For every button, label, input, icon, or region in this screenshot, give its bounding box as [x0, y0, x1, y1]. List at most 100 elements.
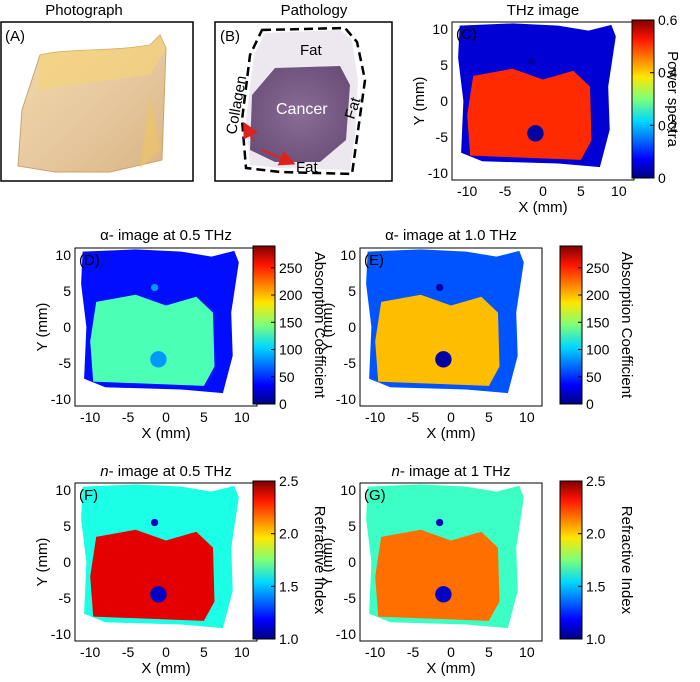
colorbar-tick-label: 1.5	[279, 578, 299, 594]
y-tick-label: 5	[348, 518, 356, 534]
panel-c: THz image (C) -10 -5 0 5 10 10 5 0 -5 -10 X (mm) Y (m…	[411, 2, 681, 216]
colorbar-tick-label: 2.0	[279, 526, 299, 542]
colorbar-tick-label: 0	[279, 396, 287, 412]
colorbar-tick-label: 2.5	[586, 473, 606, 489]
x-tick-label: -10	[365, 409, 385, 425]
colorbar-tick-label: 250	[586, 260, 610, 276]
x-tick-label: 0	[539, 183, 547, 199]
colorbar-tick-label: 0.6	[658, 12, 678, 28]
label-cancer: Cancer	[276, 101, 328, 118]
y-tick-label: -10	[336, 626, 356, 642]
y-tick-label: 0	[440, 93, 448, 109]
y-axis-label: Y (mm)	[319, 303, 336, 352]
y-tick-label: 10	[432, 21, 448, 37]
panel_f-letter: (F)	[79, 487, 98, 504]
y-tick-label: -10	[336, 391, 356, 407]
panel_e-title: α- image at 1.0 THz	[385, 227, 517, 244]
x-axis-label: X (mm)	[141, 660, 190, 677]
x-tick-label: -5	[499, 183, 512, 199]
colorbar-tick-label: 200	[279, 287, 303, 303]
colorbar	[559, 480, 583, 640]
x-tick-label: 10	[234, 644, 250, 660]
panel-b-title: Pathology	[281, 2, 348, 19]
panel-b: Pathology (B) Fat Cancer Fat Collagen Fa…	[214, 2, 393, 182]
x-axis-label: X (mm)	[518, 199, 567, 216]
colorbar-tick-label: 150	[586, 314, 610, 330]
heatmap-cancer-region	[90, 294, 215, 386]
y-axis-label: Y (mm)	[34, 538, 51, 587]
panel-a-letter: (A)	[5, 28, 25, 45]
heatmap-frame	[359, 482, 543, 642]
colorbar-tick-label: 1.5	[586, 578, 606, 594]
y-tick-label: 5	[63, 518, 71, 534]
panel_d-title: α- image at 0.5 THz	[100, 227, 232, 244]
x-tick-label: -5	[407, 644, 420, 660]
x-tick-label: -10	[80, 409, 100, 425]
x-axis-label: X (mm)	[426, 660, 475, 677]
panel_g-letter: (G)	[364, 487, 386, 504]
x-tick-label: 10	[519, 409, 535, 425]
y-tick-label: -10	[51, 391, 71, 407]
colorbar-tick-label: 2.5	[279, 473, 299, 489]
panel-e: α- image at 1.0 THz(E)-10 -5 0 5 101050-5-10…	[319, 227, 635, 442]
arrow-fat-bottom	[261, 149, 296, 166]
x-tick-label: -5	[407, 409, 420, 425]
heatmap-small-hole	[527, 57, 536, 66]
y-tick-label: 0	[63, 554, 71, 570]
heatmap-cancer-region	[375, 294, 500, 386]
y-tick-label: -5	[436, 129, 449, 145]
heatmap-hole	[435, 351, 452, 368]
arrow-collagen	[243, 121, 258, 141]
y-axis-label: Y (mm)	[34, 303, 51, 352]
panel-f: n- image at 0.5 THz(F) -10 -5 0 5 10 10 5 0 -5 -10…	[34, 463, 328, 677]
colorbar-tick-label: 0	[658, 170, 666, 186]
panel_c-letter: (C)	[456, 26, 477, 43]
panel-a: Photograph (A)	[0, 2, 194, 182]
heatmap-cancer-region	[467, 68, 592, 160]
colorbar-tick-label: 0	[586, 396, 594, 412]
y-tick-label: -10	[428, 165, 448, 181]
heatmap-hole	[150, 351, 167, 368]
colorbar-tick-label: 250	[279, 260, 303, 276]
x-tick-label: 5	[200, 409, 208, 425]
panel-d: α- image at 0.5 THz(D)-10 -5 0 5 101050-5-10…	[34, 227, 328, 442]
y-tick-label: 5	[348, 283, 356, 299]
y-tick-label: -5	[59, 590, 72, 606]
x-tick-label: 5	[485, 644, 493, 660]
x-tick-label: 0	[162, 644, 170, 660]
y-axis-label: Y (mm)	[319, 538, 336, 587]
heatmap-frame	[359, 247, 543, 407]
panel_f-title: n- image at 0.5 THz	[100, 463, 231, 480]
heatmap-small-hole	[435, 518, 444, 527]
panel-a-title: Photograph	[45, 2, 123, 19]
y-tick-label: 10	[55, 482, 71, 498]
colorbar-label: Refractive Index	[311, 506, 328, 615]
heatmap-small-hole	[150, 518, 159, 527]
label-fat-bottom: Fat	[296, 159, 319, 176]
panel_e-letter: (E)	[364, 252, 384, 269]
colorbar-tick-label: 100	[586, 342, 610, 358]
label-fat-right: Fat	[342, 95, 365, 122]
heatmap-hole	[527, 125, 544, 142]
heatmap-small-hole	[435, 283, 444, 292]
x-tick-label: 0	[162, 409, 170, 425]
heatmap-cancer-region	[375, 529, 500, 621]
y-tick-label: 5	[440, 57, 448, 73]
heatmap-cancer-region	[90, 529, 215, 621]
colorbar-tick-label: 2.0	[586, 526, 606, 542]
panel_g-title: n- image at 1 THz	[392, 463, 511, 480]
tissue-photograph-fat-layer	[38, 35, 166, 90]
tissue-photograph-edge	[140, 95, 160, 168]
heatmap-hole	[150, 586, 167, 603]
x-tick-label: 10	[519, 644, 535, 660]
heatmap-small-hole	[150, 283, 159, 292]
colorbar-label: Absorption Coefficient	[311, 252, 328, 399]
heatmap-hole	[435, 586, 452, 603]
colorbar-label: Refractive Index	[618, 506, 635, 615]
y-tick-label: 5	[63, 283, 71, 299]
colorbar-tick-label: 100	[279, 342, 303, 358]
y-tick-label: 0	[348, 554, 356, 570]
pathology-cancer-region	[250, 66, 350, 162]
panel_d-letter: (D)	[79, 252, 100, 269]
